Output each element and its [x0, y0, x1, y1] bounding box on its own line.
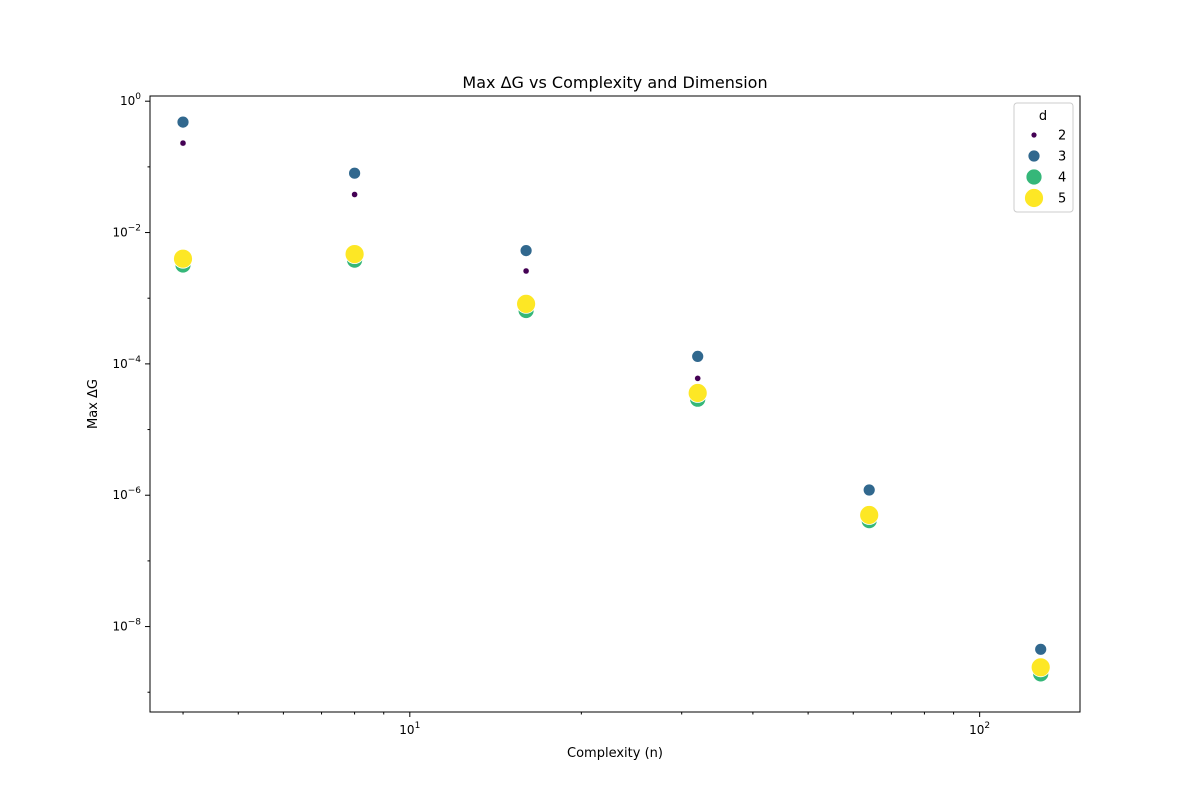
y-tick-label: 100 [120, 92, 141, 108]
data-point-d5 [173, 248, 193, 269]
data-point-d5 [344, 244, 365, 265]
legend-marker-d4 [1025, 168, 1043, 186]
legend-marker-d5 [1024, 188, 1044, 208]
legend-box [1013, 102, 1074, 213]
chart-title: Max ΔG vs Complexity and Dimension [462, 73, 767, 92]
data-point-d3 [176, 115, 190, 129]
x-tick-label: 101 [399, 721, 420, 737]
data-point-d3 [1034, 642, 1048, 656]
data-point-d3 [862, 483, 876, 497]
plot-frame [149, 95, 1081, 713]
data-points [173, 115, 1051, 683]
legend-label: 2 [1058, 129, 1066, 144]
data-point-d3 [519, 244, 533, 258]
y-axis-ticks: 100 10−2 10−4 10−6 10−8 [112, 92, 150, 693]
y-tick-label: 10−8 [112, 618, 141, 634]
legend: d 2 3 4 5 [1013, 102, 1074, 213]
data-point-d2 [179, 139, 187, 147]
x-axis-ticks: 101 102 [182, 712, 990, 737]
data-point-d2 [522, 267, 530, 275]
data-point-d5 [516, 293, 536, 314]
data-point-d5 [859, 505, 880, 525]
data-point-d2 [694, 375, 701, 382]
x-tick-label: 102 [969, 721, 990, 737]
legend-marker-d3 [1027, 149, 1041, 163]
x-axis-label: Complexity (n) [567, 746, 663, 761]
legend-label: 4 [1058, 171, 1066, 186]
y-axis-label: Max ΔG [86, 379, 101, 429]
data-point-d5 [687, 383, 708, 403]
legend-label: 3 [1058, 150, 1066, 165]
legend-marker-d2 [1030, 131, 1038, 139]
data-point-d5 [1030, 657, 1051, 678]
data-point-d3 [348, 166, 362, 180]
y-tick-label: 10−2 [112, 224, 141, 240]
data-point-d3 [691, 349, 705, 363]
legend-label: 5 [1058, 192, 1066, 207]
data-point-d2 [351, 191, 358, 198]
legend-title: d [1039, 109, 1047, 124]
y-tick-label: 10−4 [112, 355, 141, 371]
y-tick-label: 10−6 [112, 486, 141, 502]
